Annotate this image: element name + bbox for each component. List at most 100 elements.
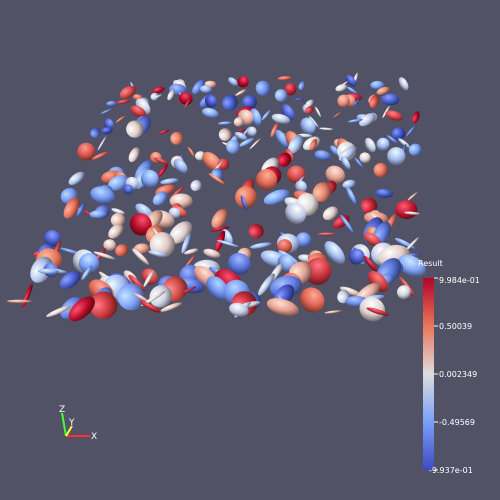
ellipsoid-glyph [101, 127, 113, 134]
ellipsoid-glyph [404, 236, 420, 252]
ellipsoid-glyph [170, 131, 184, 145]
ellipsoid-glyph [376, 137, 390, 151]
ellipsoid-glyph [266, 298, 299, 317]
ellipsoid-glyph [204, 94, 217, 108]
ellipsoid-glyph [346, 186, 357, 205]
ellipsoid-glyph [319, 127, 334, 131]
ellipsoid-glyph [123, 184, 134, 195]
ellipsoid-glyph [242, 94, 257, 110]
ellipsoid-glyph [100, 108, 113, 115]
ellipsoid-glyph [126, 120, 144, 138]
ellipsoid-glyph [222, 94, 238, 111]
ellipsoid-glyph [130, 105, 146, 118]
ellipsoid-glyph [375, 188, 393, 198]
ellipsoid-glyph [76, 202, 86, 216]
ellipsoid-glyph [160, 302, 182, 312]
ellipsoid-glyph [249, 108, 262, 126]
ellipsoid-glyph [140, 290, 166, 307]
ellipsoid-glyph [37, 268, 59, 275]
ellipsoid-glyph [103, 118, 114, 130]
ellipsoid-glyph [250, 242, 272, 249]
ellipsoid-glyph [103, 239, 116, 251]
ellipsoid-glyph [181, 286, 197, 294]
ellipsoid-glyph [369, 94, 379, 108]
ellipsoid-glyph [257, 273, 275, 296]
ellipsoid-glyph [404, 211, 421, 215]
ellipsoid-glyph [158, 129, 170, 135]
ellipsoid-glyph [149, 285, 172, 308]
ellipsoid-glyph [406, 125, 416, 137]
ellipsoid-glyph [93, 251, 115, 260]
ellipsoid-glyph [116, 99, 131, 104]
ellipsoid-glyph [173, 158, 188, 174]
ellipsoid-glyph [277, 152, 292, 167]
ellipsoid-glyph [218, 121, 232, 125]
ellipsoid-glyph [133, 293, 150, 303]
ellipsoid-glyph [211, 208, 228, 229]
ellipsoid-glyph [304, 257, 332, 285]
ellipsoid-glyph [397, 254, 426, 277]
ellipsoid-glyph [295, 180, 307, 193]
ellipsoid-glyph [237, 76, 249, 88]
ellipsoid-glyph [158, 164, 168, 178]
ellipsoid-glyph [128, 147, 140, 163]
ellipsoid-glyph [68, 171, 85, 186]
ellipsoid-glyph [293, 98, 305, 101]
ellipsoid-glyph [373, 162, 388, 178]
ellipsoid-glyph [89, 291, 118, 320]
ellipsoid-glyph [68, 296, 95, 322]
ellipsoid-glyph [140, 301, 161, 313]
ellipsoid-glyph [90, 127, 101, 138]
ellipsoid-glyph [376, 86, 390, 95]
ellipsoid-glyph [106, 100, 117, 107]
ellipsoid-glyph [246, 126, 257, 137]
ellipsoid-glyph [129, 213, 152, 236]
ellipsoid-glyph [187, 146, 195, 158]
ellipsoid-glyph [110, 212, 125, 227]
ellipsoid-glyph [261, 109, 271, 121]
ellipsoid-glyph [208, 173, 226, 185]
ellipsoid-glyph [255, 80, 271, 96]
ellipsoid-glyph [309, 139, 318, 150]
ellipsoid-glyph [412, 111, 420, 124]
ellipsoid-glyph [148, 250, 168, 257]
ellipsoid-glyph [206, 276, 229, 301]
ellipsoid-glyph [132, 248, 149, 265]
ellipsoid-glyph [140, 169, 159, 188]
ellipsoid-glyph [192, 79, 206, 95]
ellipsoid-glyph [395, 200, 418, 220]
ellipsoid-glyph [391, 127, 406, 140]
ellipsoid-glyph [363, 255, 378, 272]
ellipsoid-glyph [305, 106, 314, 114]
ellipsoid-glyph [387, 147, 406, 166]
ellipsoid-glyph [396, 285, 411, 300]
ellipsoid-glyph [135, 203, 153, 219]
ellipsoid-glyph [275, 129, 289, 148]
ellipsoid-glyph [300, 287, 325, 313]
ellipsoid-glyph [63, 197, 80, 219]
ellipsoid-glyph [347, 118, 363, 123]
ellipsoid-glyph [200, 85, 212, 94]
ellipsoid-glyph [348, 248, 365, 265]
ellipsoid-glyph [359, 113, 376, 127]
ellipsoid-glyph [398, 77, 409, 91]
ellipsoid-glyph [152, 86, 165, 94]
ellipsoid-glyph [77, 142, 96, 161]
ellipsoid-glyph [324, 241, 345, 265]
ellipsoid-glyph [234, 131, 248, 141]
ellipsoid-glyph [300, 117, 316, 135]
ellipsoid-glyph [97, 136, 107, 151]
ellipsoid-glyph [354, 157, 364, 169]
ellipsoid-glyph [111, 208, 125, 215]
ellipsoid-glyph [216, 239, 239, 248]
ellipsoid-glyph [324, 310, 342, 314]
ellipsoid-glyph [202, 107, 219, 118]
ellipsoid-glyph [236, 128, 247, 132]
ellipsoid-glyph [288, 135, 304, 154]
ellipsoid-glyph [322, 206, 339, 221]
ellipsoid-glyph [364, 137, 376, 153]
ellipsoid-glyph [7, 299, 32, 304]
ellipsoid-glyph [229, 302, 249, 317]
